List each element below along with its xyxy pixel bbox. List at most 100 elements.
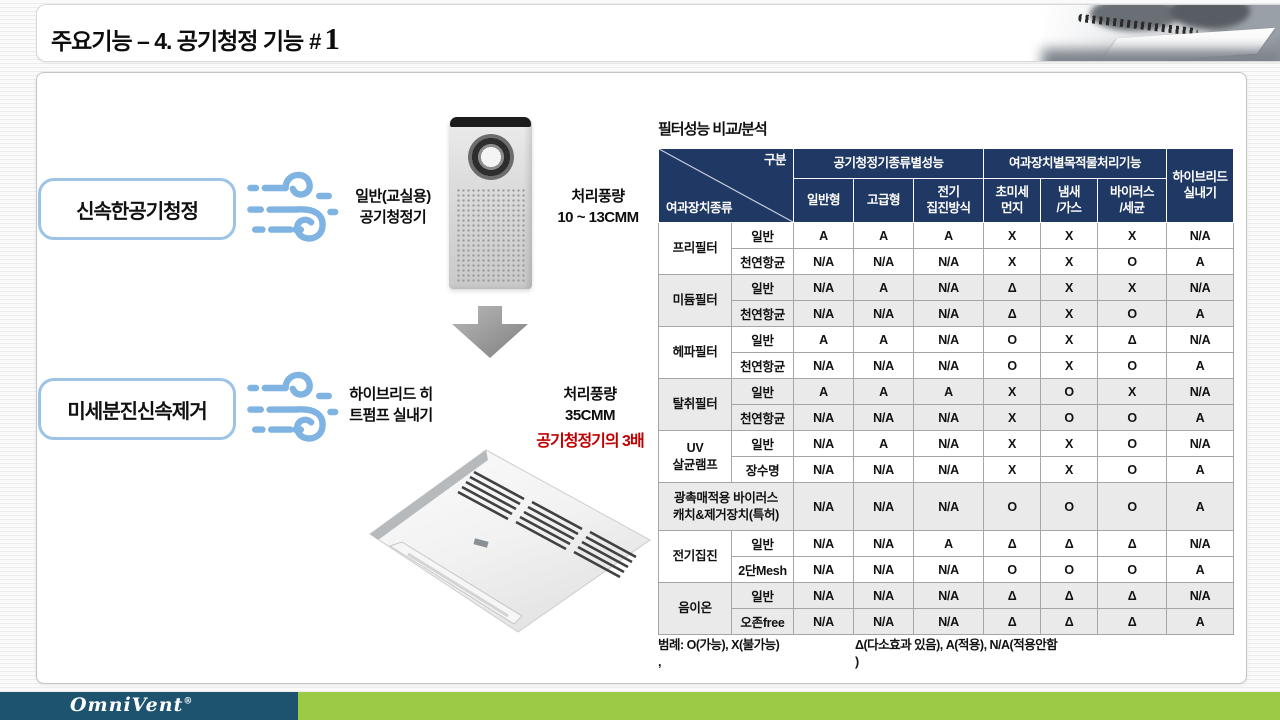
airflow-highlight: 공기청정기의 3배: [536, 433, 644, 450]
column-header: 초미세 먼지: [983, 178, 1042, 223]
corner-diagonal-line: [659, 149, 793, 222]
value-cell: X: [1097, 222, 1168, 249]
ceiling-vent-slats: [457, 470, 637, 579]
column-header: 고급형: [853, 178, 914, 223]
value-cell: N/A: [853, 300, 914, 327]
table-row: 천연항균 N/A N/A N/A O X O A: [659, 352, 1235, 379]
value-cell: N/A: [912, 456, 985, 483]
value-cell: X: [1040, 274, 1099, 301]
value-cell: O: [1097, 456, 1168, 483]
page-title: 주요기능 – 4. 공기청정 기능 #1: [51, 21, 340, 57]
filter-name-cell: 탈취필터: [658, 378, 732, 431]
value-cell: N/A: [793, 274, 854, 301]
column-header: 냄새 /가스: [1040, 178, 1099, 223]
value-cell: Δ: [1040, 608, 1099, 635]
value-cell: A: [912, 378, 985, 405]
value-cell: Δ: [1097, 530, 1168, 557]
value-cell: O: [983, 326, 1042, 353]
page-title-text: 주요기능 – 4. 공기청정 기능: [51, 28, 304, 54]
value-cell: X: [983, 404, 1042, 431]
value-cell: X: [1040, 326, 1099, 353]
value-cell: X: [983, 456, 1042, 483]
value-cell: N/A: [793, 352, 854, 379]
value-cell: O: [1097, 352, 1168, 379]
variant-cell: 일반: [731, 430, 794, 457]
feature-box-air-cleaning: 신속한공기청정: [38, 178, 236, 240]
value-cell: N/A: [793, 404, 854, 431]
group-header-target: 여과장치별목적물처리기능: [983, 148, 1168, 179]
variant-cell: 일반: [731, 530, 794, 557]
value-cell: N/A: [1166, 274, 1235, 301]
value-cell: O: [1097, 248, 1168, 275]
value-cell: N/A: [793, 608, 854, 635]
feature-label: 미세분진신속제거: [67, 400, 207, 423]
value-cell: X: [1040, 300, 1099, 327]
filter-name-cell: UV 살균램프: [658, 430, 732, 483]
table-legend: 범례: O(가능), X(불가능) ,: [658, 638, 780, 669]
variant-cell: 오존free: [731, 608, 794, 635]
airflow-caption: 처리풍량 35CMM: [563, 386, 617, 424]
value-cell: A: [912, 530, 985, 557]
value-cell: A: [1166, 248, 1235, 275]
value-cell: N/A: [1166, 430, 1235, 457]
airflow-caption: 처리풍량 10 ~ 13CMM: [557, 188, 639, 226]
column-header-hybrid: 하이브리드 실내기: [1166, 148, 1235, 223]
value-cell: X: [1097, 378, 1168, 405]
filter-comparison-table: 구분 여과장치종류 공기청정기종류별성능 여과장치별목적물처리기능 하이브리드 …: [658, 148, 1235, 635]
value-cell: N/A: [912, 300, 985, 327]
value-cell: N/A: [853, 608, 914, 635]
value-cell: N/A: [793, 300, 854, 327]
feature-box-dust-removal: 미세분진신속제거: [38, 378, 236, 440]
value-cell: A: [1166, 404, 1235, 431]
device-caption: 하이브리드 히 트펌프 실내기: [349, 386, 433, 424]
value-cell: O: [983, 556, 1042, 583]
footer-bar-teal: OmniVent®: [0, 692, 298, 720]
value-cell: N/A: [1166, 378, 1235, 405]
filter-name-cell: 미듐필터: [658, 274, 732, 327]
value-cell: O: [1097, 482, 1168, 531]
value-cell: N/A: [793, 556, 854, 583]
column-header: 전기 집진방식: [912, 178, 985, 223]
value-cell: N/A: [853, 556, 914, 583]
value-cell: X: [983, 248, 1042, 275]
page-title-number: 1: [324, 21, 339, 56]
value-cell: X: [1040, 222, 1099, 249]
table-title: 필터성능 비교/분석: [658, 121, 768, 138]
value-cell: A: [853, 222, 914, 249]
value-cell: N/A: [1166, 222, 1235, 249]
table-row: 헤파필터 일반 A A N/A O X Δ N/A: [658, 326, 1235, 379]
value-cell: N/A: [793, 582, 854, 609]
value-cell: O: [983, 482, 1042, 531]
filter-name-cell: 헤파필터: [658, 326, 732, 379]
corner-label-bottom: 여과장치종류: [666, 201, 733, 216]
value-cell: A: [793, 222, 854, 249]
value-cell: Δ: [1097, 326, 1168, 353]
value-cell: O: [1040, 378, 1099, 405]
table-row: 오존free N/A N/A N/A Δ Δ Δ A: [659, 608, 1235, 635]
value-cell: A: [853, 378, 914, 405]
variant-cell: 천연항균: [731, 404, 794, 431]
value-cell: N/A: [1166, 582, 1235, 609]
ceiling-unit-image: [356, 422, 662, 642]
value-cell: X: [1040, 430, 1099, 457]
variant-cell: 일반: [731, 222, 794, 249]
value-cell: N/A: [912, 556, 985, 583]
value-cell: A: [1166, 556, 1235, 583]
value-cell: O: [1097, 404, 1168, 431]
filter-name-cell: 프리필터: [658, 222, 732, 275]
table-row: 프리필터 일반 A A A X X X N/A: [658, 222, 1235, 275]
value-cell: O: [1097, 556, 1168, 583]
value-cell: N/A: [912, 248, 985, 275]
table-row: 미듐필터 일반 N/A A N/A Δ X X N/A: [658, 274, 1235, 327]
table-row: 탈취필터 일반 A A A X O X N/A: [658, 378, 1235, 431]
value-cell: N/A: [912, 352, 985, 379]
down-arrow-icon: [452, 306, 528, 358]
table-subheader-row: 일반형 고급형 전기 집진방식 초미세 먼지 냄새 /가스 바이러스 /세균: [659, 178, 1234, 223]
value-cell: Δ: [1040, 530, 1099, 557]
value-cell: Δ: [983, 530, 1042, 557]
value-cell: N/A: [1166, 530, 1235, 557]
value-cell: A: [1166, 300, 1235, 327]
value-cell: A: [1166, 352, 1235, 379]
value-cell: A: [1166, 456, 1235, 483]
table-legend: Δ(다소효과 있음), A(적용), N/A(적용안함 ): [855, 638, 1058, 669]
